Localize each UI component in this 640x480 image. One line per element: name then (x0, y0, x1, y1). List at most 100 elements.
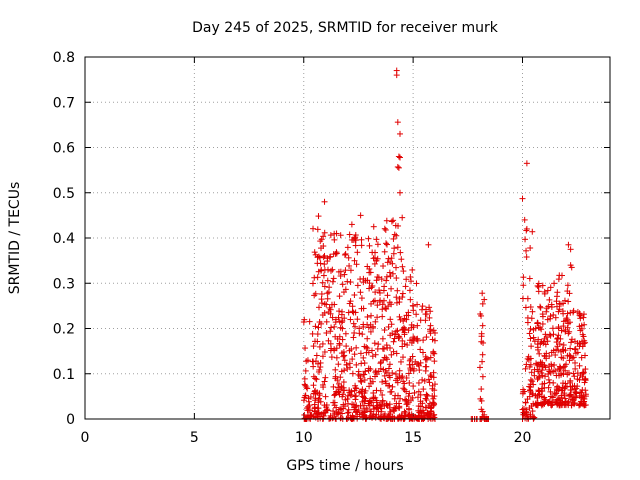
data-point (318, 236, 325, 243)
gridlines (85, 57, 610, 419)
data-point (321, 261, 328, 268)
data-point (537, 303, 544, 310)
data-point (312, 290, 319, 297)
data-point (426, 314, 433, 321)
data-point (345, 309, 352, 316)
data-point (539, 282, 546, 289)
data-point (387, 388, 394, 395)
data-point (316, 395, 323, 402)
data-point (340, 401, 347, 408)
data-point (566, 352, 573, 359)
data-point (321, 348, 328, 355)
data-point (354, 316, 361, 323)
data-point (312, 323, 319, 330)
data-point (352, 323, 359, 330)
data-point (386, 382, 393, 389)
data-point (387, 316, 394, 323)
data-point (327, 253, 334, 260)
data-point (357, 350, 364, 357)
data-point (416, 414, 423, 421)
data-point (327, 347, 334, 354)
data-point (531, 372, 538, 379)
data-point (405, 393, 412, 400)
y-axis-label: SRMTID / TECUs (7, 182, 23, 295)
data-point (582, 387, 589, 394)
data-point (380, 263, 387, 270)
data-point (302, 367, 309, 374)
data-point (552, 351, 559, 358)
data-point (351, 235, 358, 242)
data-point (399, 294, 406, 301)
data-point (314, 331, 321, 338)
data-point (539, 320, 546, 327)
data-point (315, 253, 322, 260)
data-point (558, 354, 565, 361)
data-point (552, 314, 559, 321)
data-point (380, 287, 387, 294)
data-point (547, 393, 554, 400)
data-point (383, 354, 390, 361)
data-point (385, 255, 392, 262)
data-point (310, 343, 317, 350)
data-point (358, 378, 365, 385)
data-point (362, 387, 369, 394)
data-point (479, 290, 486, 297)
data-point (564, 324, 571, 331)
data-point (430, 369, 437, 376)
data-point (541, 290, 548, 297)
data-point (422, 317, 429, 324)
data-point (478, 333, 485, 340)
data-point (424, 392, 431, 399)
data-point (362, 398, 369, 405)
data-point (382, 378, 389, 385)
data-point (547, 332, 554, 339)
axes: 0 0.1 0.2 0.3 0.4 0.5 0.6 0.7 0.8 0 5 10 15 20 (53, 50, 610, 446)
data-point (524, 355, 531, 362)
data-point (411, 389, 418, 396)
data-point (372, 367, 379, 374)
data-point (582, 391, 589, 398)
data-point (358, 295, 365, 302)
data-point (330, 251, 337, 258)
data-point (327, 328, 334, 335)
data-point (422, 363, 429, 370)
data-point (543, 334, 550, 341)
data-point (324, 406, 331, 413)
data-point (535, 387, 542, 394)
data-point (548, 301, 555, 308)
data-point (543, 308, 550, 315)
data-point (527, 303, 534, 310)
data-point (560, 347, 567, 354)
data-point (334, 411, 341, 418)
data-point (523, 160, 530, 167)
data-point (580, 340, 587, 347)
data-point (413, 280, 420, 287)
data-point (305, 398, 312, 405)
data-point (351, 291, 358, 298)
data-point (564, 371, 571, 378)
data-point (519, 195, 526, 202)
data-point (408, 339, 415, 346)
data-point (558, 394, 565, 401)
data-point (346, 389, 353, 396)
data-point (407, 278, 414, 285)
data-point (546, 296, 553, 303)
data-point (349, 370, 356, 377)
data-point (318, 296, 325, 303)
data-point (397, 316, 404, 323)
data-point (310, 382, 317, 389)
data-point (341, 357, 348, 364)
data-point (345, 409, 352, 416)
data-point (430, 348, 437, 355)
data-point (535, 374, 542, 381)
data-point (381, 327, 388, 334)
data-point (364, 313, 371, 320)
data-point (568, 264, 575, 271)
data-point (333, 250, 340, 257)
data-point (408, 321, 415, 328)
data-point (410, 383, 417, 390)
data-point (421, 377, 428, 384)
data-point (581, 402, 588, 409)
data-point (395, 222, 402, 229)
data-point (312, 338, 319, 345)
